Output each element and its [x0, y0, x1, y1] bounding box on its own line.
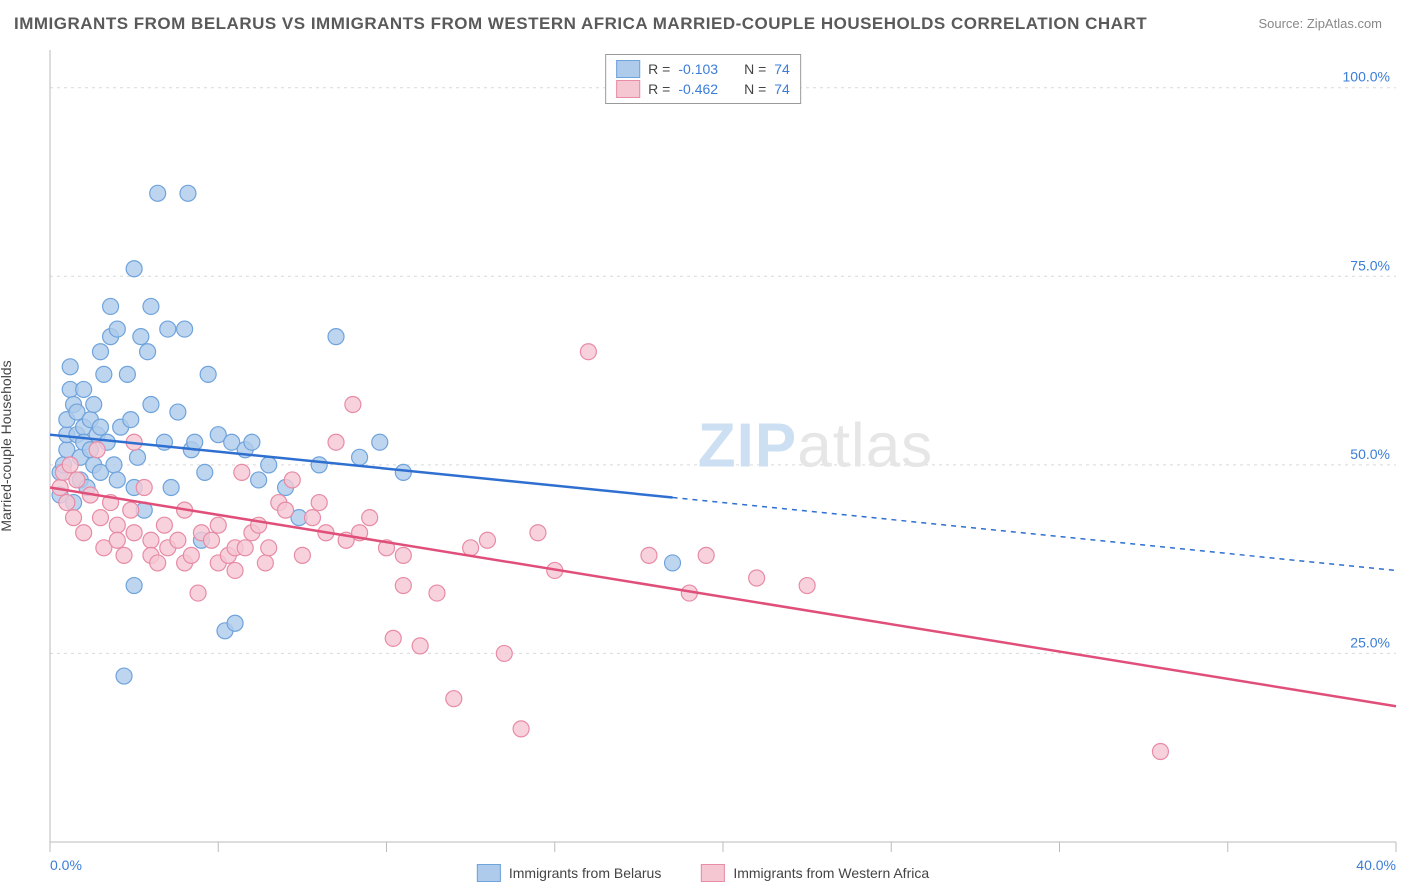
series-legend: Immigrants from Belarus Immigrants from … [477, 864, 929, 882]
correlation-legend: R = -0.103 N = 74 R = -0.462 N = 74 [605, 54, 801, 104]
svg-text:50.0%: 50.0% [1350, 446, 1390, 462]
legend-swatch-belarus [616, 60, 640, 78]
legend-row: R = -0.462 N = 74 [616, 79, 790, 99]
legend-item: Immigrants from Belarus [477, 864, 661, 882]
legend-row: R = -0.103 N = 74 [616, 59, 790, 79]
scatter-plot: 25.0% 50.0% 75.0% 100.0% 0.0% 40.0% [0, 0, 1406, 892]
legend-swatch-wafrica [701, 864, 725, 882]
legend-swatch-belarus [477, 864, 501, 882]
svg-text:0.0%: 0.0% [50, 857, 82, 873]
legend-swatch-wafrica [616, 80, 640, 98]
svg-text:40.0%: 40.0% [1356, 857, 1396, 873]
legend-item: Immigrants from Western Africa [701, 864, 929, 882]
svg-text:25.0%: 25.0% [1350, 634, 1390, 650]
svg-text:75.0%: 75.0% [1350, 257, 1390, 273]
svg-text:100.0%: 100.0% [1343, 69, 1390, 85]
